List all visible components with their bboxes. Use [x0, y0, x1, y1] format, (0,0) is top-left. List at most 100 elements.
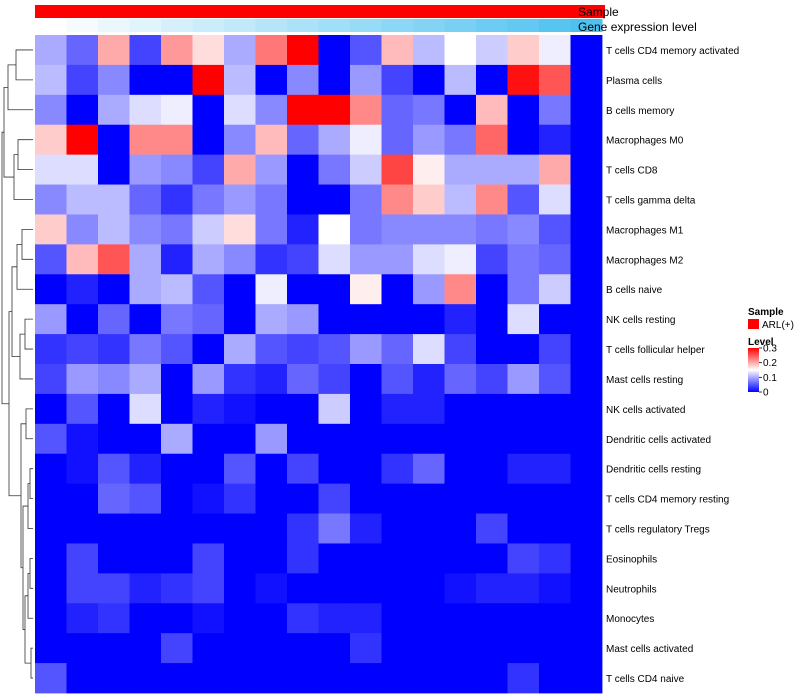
sample-legend-swatch: [748, 319, 759, 329]
heatmap-cell: [255, 184, 288, 215]
heatmap-cell: [287, 543, 319, 574]
heatmap-cell: [539, 633, 571, 664]
heatmap-cell: [35, 274, 67, 305]
heatmap-cell: [539, 244, 571, 275]
heatmap-cell: [161, 304, 193, 335]
heatmap-cell: [444, 64, 477, 96]
heatmap-cell: [224, 304, 256, 335]
heatmap-cell: [350, 274, 382, 305]
heatmap-cell: [287, 483, 319, 514]
heatmap-cell: [35, 154, 67, 185]
gene-track-cell: [129, 19, 162, 32]
gene-track-cell: [570, 19, 603, 32]
heatmap-cell: [507, 543, 540, 574]
row-label: NK cells activated: [606, 405, 685, 416]
heatmap-cell: [381, 94, 414, 126]
heatmap-cell: [539, 154, 571, 185]
heatmap-cell: [66, 453, 99, 485]
heatmap-cell: [413, 124, 445, 156]
heatmap-cell: [507, 304, 540, 335]
heatmap-cell: [66, 304, 99, 335]
heatmap-cell: [66, 244, 99, 275]
heatmap-cell: [35, 184, 67, 215]
heatmap-cell: [192, 573, 225, 604]
heatmap-cell: [161, 573, 193, 604]
heatmap-cell: [413, 364, 445, 395]
heatmap-cell: [255, 64, 288, 96]
dendrogram-branch: [7, 64, 33, 111]
heatmap-cell: [381, 453, 414, 485]
heatmap-cell: [224, 35, 256, 66]
legend-tick-label: 0.1: [763, 373, 777, 384]
heatmap-cell: [476, 603, 508, 634]
heatmap-cell: [413, 423, 445, 455]
heatmap-cell: [192, 274, 225, 305]
heatmap-cell: [507, 393, 540, 425]
dendrogram-branch: [25, 408, 33, 440]
heatmap-cell: [66, 603, 99, 634]
heatmap-cell: [350, 184, 382, 215]
heatmap-cell: [381, 573, 414, 604]
heatmap-cell: [570, 633, 603, 664]
heatmap-cell: [129, 663, 162, 694]
heatmap-cell: [507, 483, 540, 514]
heatmap-cell: [381, 603, 414, 634]
heatmap-cell: [413, 483, 445, 514]
heatmap-cell: [192, 124, 225, 156]
heatmap-cell: [350, 364, 382, 395]
heatmap-cell: [98, 573, 130, 604]
heatmap-cell: [129, 64, 162, 96]
heatmap-cell: [444, 453, 477, 485]
heatmap-cell: [255, 124, 288, 156]
heatmap-cell: [287, 184, 319, 215]
heatmap-cell: [255, 483, 288, 514]
heatmap-cell: [255, 304, 288, 335]
heatmap-cell: [224, 453, 256, 485]
heatmap-cell: [129, 393, 162, 425]
row-label: Mast cells resting: [606, 375, 683, 386]
heatmap-cell: [413, 304, 445, 335]
dendrogram-branch: [13, 154, 33, 200]
heatmap-cell: [192, 94, 225, 126]
heatmap-cell: [318, 214, 351, 245]
heatmap-cell: [35, 214, 67, 245]
heatmap-cell: [444, 393, 477, 425]
heatmap-cell: [381, 393, 414, 425]
heatmap-cell: [192, 603, 225, 634]
heatmap-cell: [444, 603, 477, 634]
heatmap-cell: [318, 483, 351, 514]
heatmap-cell: [570, 423, 603, 455]
heatmap-cell: [161, 513, 193, 544]
heatmap-cell: [255, 543, 288, 574]
heatmap-cell: [381, 364, 414, 395]
heatmap-cell: [98, 393, 130, 425]
heatmap-cell: [476, 35, 508, 66]
heatmap-cell: [66, 184, 99, 215]
heatmap-cell: [224, 334, 256, 365]
heatmap-cell: [224, 393, 256, 425]
heatmap-cell: [161, 543, 193, 574]
heatmap-cell: [350, 423, 382, 455]
heatmap-cell: [35, 94, 67, 126]
heatmap-cell: [129, 633, 162, 664]
heatmap-cell: [66, 124, 99, 156]
heatmap-cell: [507, 364, 540, 395]
heatmap-cell: [161, 364, 193, 395]
heatmap-cell: [98, 214, 130, 245]
heatmap-cell: [318, 64, 351, 96]
heatmap-cell: [476, 393, 508, 425]
heatmap-cell: [161, 663, 193, 694]
heatmap-cell: [539, 124, 571, 156]
heatmap-cell: [413, 184, 445, 215]
heatmap-cell: [539, 663, 571, 694]
heatmap-cell: [255, 334, 288, 365]
heatmap-cell: [539, 603, 571, 634]
heatmap-cell: [224, 603, 256, 634]
heatmap-cell: [35, 244, 67, 275]
heatmap-cell: [350, 513, 382, 544]
heatmap-cell: [570, 393, 603, 425]
heatmap-cell: [224, 573, 256, 604]
heatmap-cell: [507, 35, 540, 66]
row-label: Dendritic cells resting: [606, 465, 701, 476]
gene-track-cell: [224, 19, 256, 32]
